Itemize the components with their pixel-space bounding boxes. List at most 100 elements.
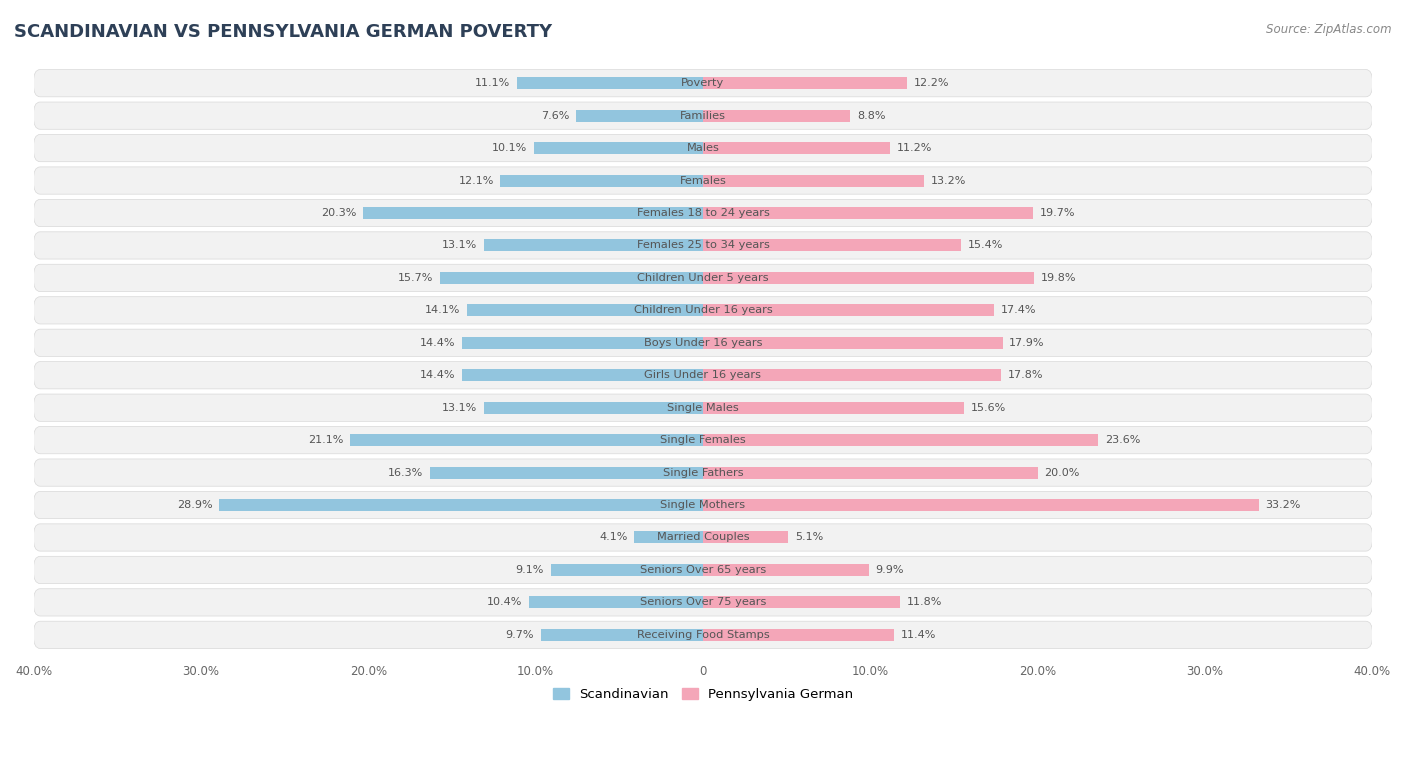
Bar [703,207,1032,219]
FancyBboxPatch shape [34,199,1372,227]
Text: Married Couples: Married Couples [657,532,749,543]
Text: 9.9%: 9.9% [876,565,904,575]
Text: Families: Families [681,111,725,121]
Bar [430,467,703,478]
Text: 33.2%: 33.2% [1265,500,1301,510]
Bar [529,597,703,609]
Text: 15.7%: 15.7% [398,273,433,283]
Text: 13.1%: 13.1% [441,402,477,412]
Text: 20.0%: 20.0% [1045,468,1080,478]
Text: 7.6%: 7.6% [541,111,569,121]
Bar [463,337,703,349]
Bar [551,564,703,576]
Text: Females: Females [679,176,727,186]
Bar [517,77,703,89]
Text: Source: ZipAtlas.com: Source: ZipAtlas.com [1267,23,1392,36]
Bar [703,434,1098,446]
FancyBboxPatch shape [34,265,1372,292]
Text: Receiving Food Stamps: Receiving Food Stamps [637,630,769,640]
Text: 13.2%: 13.2% [931,176,966,186]
FancyBboxPatch shape [34,102,1372,130]
Bar [534,142,703,154]
Text: 9.1%: 9.1% [516,565,544,575]
Bar [703,629,894,641]
Bar [703,564,869,576]
Bar [703,110,851,121]
Text: Seniors Over 65 years: Seniors Over 65 years [640,565,766,575]
Bar [703,531,789,543]
Text: 28.9%: 28.9% [177,500,212,510]
Text: Single Mothers: Single Mothers [661,500,745,510]
Text: 9.7%: 9.7% [506,630,534,640]
FancyBboxPatch shape [34,394,1372,421]
FancyBboxPatch shape [34,524,1372,551]
Text: Females 25 to 34 years: Females 25 to 34 years [637,240,769,250]
Text: 10.1%: 10.1% [492,143,527,153]
Text: Poverty: Poverty [682,78,724,88]
Bar [703,369,1001,381]
Text: 20.3%: 20.3% [321,208,357,218]
Text: SCANDINAVIAN VS PENNSYLVANIA GERMAN POVERTY: SCANDINAVIAN VS PENNSYLVANIA GERMAN POVE… [14,23,553,41]
Text: 11.2%: 11.2% [897,143,932,153]
Text: 17.4%: 17.4% [1001,305,1036,315]
Bar [440,272,703,284]
Bar [703,402,965,414]
FancyBboxPatch shape [34,232,1372,259]
Bar [501,174,703,186]
Text: 16.3%: 16.3% [388,468,423,478]
Bar [703,77,907,89]
Legend: Scandinavian, Pennsylvania German: Scandinavian, Pennsylvania German [547,683,859,706]
Text: 14.4%: 14.4% [420,338,456,348]
Bar [703,305,994,316]
FancyBboxPatch shape [34,70,1372,97]
FancyBboxPatch shape [34,622,1372,648]
Bar [703,272,1035,284]
Text: 14.1%: 14.1% [425,305,460,315]
Bar [576,110,703,121]
Text: 13.1%: 13.1% [441,240,477,250]
Bar [463,369,703,381]
Text: 8.8%: 8.8% [858,111,886,121]
Text: Single Females: Single Females [661,435,745,445]
FancyBboxPatch shape [34,167,1372,194]
Text: 11.4%: 11.4% [900,630,936,640]
Text: Males: Males [686,143,720,153]
Text: 21.1%: 21.1% [308,435,343,445]
Bar [484,240,703,252]
FancyBboxPatch shape [34,362,1372,389]
Text: Females 18 to 24 years: Females 18 to 24 years [637,208,769,218]
FancyBboxPatch shape [34,296,1372,324]
Text: Children Under 5 years: Children Under 5 years [637,273,769,283]
Text: 12.2%: 12.2% [914,78,949,88]
FancyBboxPatch shape [34,459,1372,486]
Text: 17.9%: 17.9% [1010,338,1045,348]
Text: 10.4%: 10.4% [486,597,522,607]
Bar [703,240,960,252]
Text: 4.1%: 4.1% [599,532,627,543]
Bar [703,597,900,609]
Text: 19.8%: 19.8% [1040,273,1077,283]
Text: 23.6%: 23.6% [1105,435,1140,445]
Text: 11.8%: 11.8% [907,597,942,607]
Bar [467,305,703,316]
Text: 15.6%: 15.6% [970,402,1007,412]
Text: 19.7%: 19.7% [1039,208,1076,218]
Text: Boys Under 16 years: Boys Under 16 years [644,338,762,348]
Bar [363,207,703,219]
Text: Seniors Over 75 years: Seniors Over 75 years [640,597,766,607]
Text: Single Fathers: Single Fathers [662,468,744,478]
Bar [541,629,703,641]
Bar [703,142,890,154]
Bar [703,499,1258,511]
Text: 11.1%: 11.1% [475,78,510,88]
Text: 15.4%: 15.4% [967,240,1002,250]
Bar [634,531,703,543]
Bar [484,402,703,414]
Text: 17.8%: 17.8% [1008,370,1043,381]
Bar [350,434,703,446]
Bar [219,499,703,511]
FancyBboxPatch shape [34,491,1372,518]
Text: 5.1%: 5.1% [794,532,824,543]
FancyBboxPatch shape [34,589,1372,616]
FancyBboxPatch shape [34,556,1372,584]
